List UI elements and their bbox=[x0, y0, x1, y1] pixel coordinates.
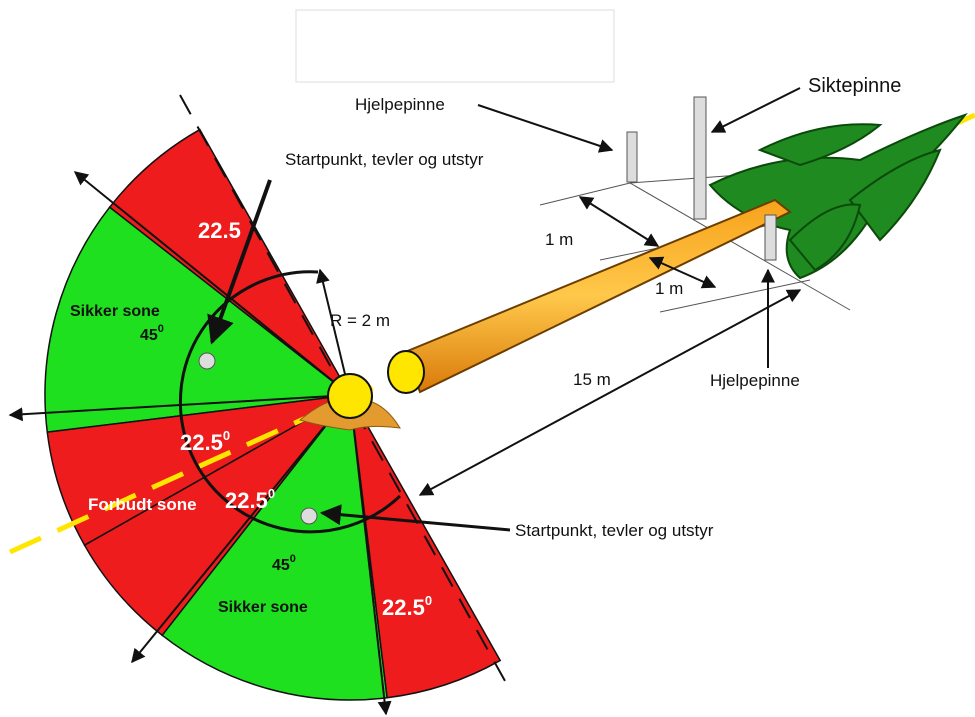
label: 22.5 bbox=[225, 488, 268, 513]
label: 450 bbox=[140, 323, 164, 344]
label: 450 bbox=[272, 553, 296, 574]
label: 22.50 bbox=[180, 428, 230, 455]
label: Siktepinne bbox=[808, 75, 901, 97]
fan-sector bbox=[161, 393, 389, 701]
label: Startpunkt, tevler og utstyr bbox=[285, 150, 484, 169]
label: 0 bbox=[290, 553, 296, 565]
label: 45 bbox=[140, 327, 158, 344]
label: Sikker sone bbox=[218, 599, 308, 616]
label: Hjelpepinne bbox=[355, 95, 445, 114]
label: Hjelpepinne bbox=[710, 371, 800, 390]
label: 0 bbox=[223, 428, 230, 443]
label: 1 m bbox=[545, 230, 573, 249]
label: 15 m bbox=[573, 370, 611, 389]
label: R = 2 m bbox=[330, 311, 390, 330]
label: 0 bbox=[425, 593, 432, 608]
log bbox=[387, 198, 792, 394]
label: Startpunkt, tevler og utstyr bbox=[515, 521, 714, 540]
fan-sector bbox=[349, 394, 502, 699]
label: 1 m bbox=[655, 279, 683, 298]
posts bbox=[626, 96, 777, 261]
label: 22.50 bbox=[382, 593, 432, 620]
label: 22.5 bbox=[180, 430, 223, 455]
fan-sector bbox=[108, 128, 351, 396]
label: 45 bbox=[272, 557, 290, 574]
fan-sector bbox=[44, 206, 352, 434]
label: 22.5 bbox=[382, 595, 425, 620]
start-point-bottom bbox=[300, 507, 318, 525]
label: Sikker sone bbox=[70, 303, 160, 320]
leaders bbox=[207, 87, 802, 532]
label: Forbudt sone bbox=[88, 495, 197, 514]
start-point-top bbox=[198, 352, 216, 370]
start-circle bbox=[327, 373, 373, 419]
label: 22.5 bbox=[198, 218, 241, 243]
title-box bbox=[295, 9, 615, 83]
label: 0 bbox=[158, 323, 164, 335]
tree bbox=[708, 113, 968, 280]
label: 22.50 bbox=[225, 486, 275, 513]
fan-sector bbox=[83, 394, 351, 637]
label: 0 bbox=[268, 486, 275, 501]
inner-arc bbox=[178, 270, 402, 534]
